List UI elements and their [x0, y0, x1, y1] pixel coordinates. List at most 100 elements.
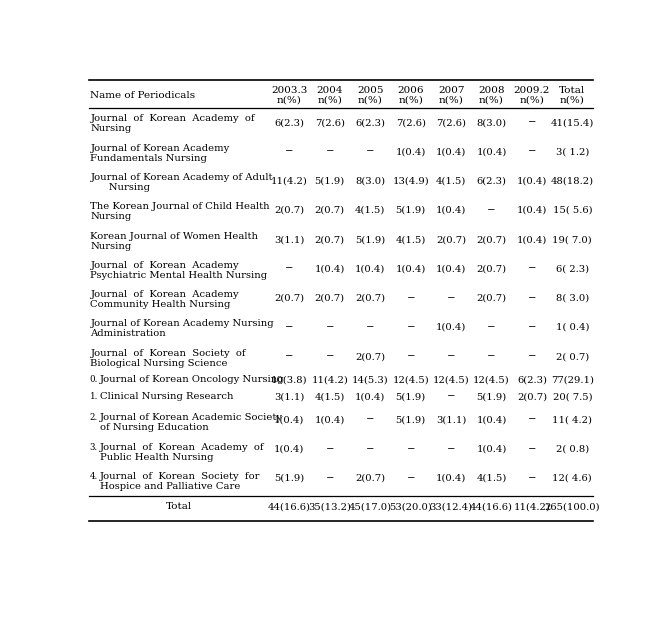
Text: Journal  of  Korean  Academy: Journal of Korean Academy [91, 261, 239, 270]
Text: 20( 7.5): 20( 7.5) [553, 392, 592, 401]
Text: 4.: 4. [90, 472, 98, 481]
Text: −: − [407, 323, 415, 332]
Text: −: − [407, 444, 415, 454]
Text: 4(1.5): 4(1.5) [395, 235, 426, 244]
Text: 35(13.2): 35(13.2) [308, 502, 351, 512]
Text: 2(0.7): 2(0.7) [274, 294, 305, 303]
Text: 2006: 2006 [397, 87, 424, 95]
Text: 11( 4.2): 11( 4.2) [553, 415, 592, 425]
Text: −: − [326, 352, 334, 362]
Text: n(%): n(%) [479, 96, 504, 104]
Text: 2.: 2. [90, 413, 98, 423]
Text: 1(0.4): 1(0.4) [355, 392, 385, 401]
Text: 6(2.3): 6(2.3) [274, 118, 304, 127]
Text: 2( 0.7): 2( 0.7) [556, 352, 589, 362]
Text: n(%): n(%) [317, 96, 342, 104]
Text: −: − [407, 352, 415, 362]
Text: −: − [366, 444, 374, 454]
Text: 7(2.6): 7(2.6) [436, 118, 466, 127]
Text: Journal  of  Korean  Society  of: Journal of Korean Society of [91, 349, 246, 358]
Text: 5(1.9): 5(1.9) [477, 392, 506, 401]
Text: 1(0.4): 1(0.4) [517, 177, 547, 185]
Text: Nursing: Nursing [91, 212, 132, 221]
Text: 3(1.1): 3(1.1) [436, 415, 466, 425]
Text: 5(1.9): 5(1.9) [274, 474, 305, 483]
Text: 1(0.4): 1(0.4) [436, 148, 466, 156]
Text: Name of Periodicals: Name of Periodicals [91, 91, 196, 100]
Text: 12(4.5): 12(4.5) [433, 375, 469, 384]
Text: 5(1.9): 5(1.9) [395, 392, 426, 401]
Text: −: − [527, 148, 536, 156]
Text: Journal of Korean Academy Nursing: Journal of Korean Academy Nursing [91, 320, 274, 328]
Text: −: − [285, 352, 293, 362]
Text: 1(0.4): 1(0.4) [436, 206, 466, 215]
Text: −: − [527, 294, 536, 303]
Text: 11(4.2): 11(4.2) [271, 177, 308, 185]
Text: −: − [527, 474, 536, 483]
Text: −: − [326, 444, 334, 454]
Text: Hospice and Palliative Care: Hospice and Palliative Care [100, 482, 240, 491]
Text: −: − [285, 148, 293, 156]
Text: 2(0.7): 2(0.7) [315, 235, 345, 244]
Text: 12(4.5): 12(4.5) [473, 375, 510, 384]
Text: Nursing: Nursing [91, 242, 132, 250]
Text: Journal  of  Korean  Academy  of: Journal of Korean Academy of [91, 114, 255, 124]
Text: n(%): n(%) [358, 96, 383, 104]
Text: 77(29.1): 77(29.1) [551, 375, 594, 384]
Text: 6(2.3): 6(2.3) [477, 177, 506, 185]
Text: 2008: 2008 [479, 87, 505, 95]
Text: 6(2.3): 6(2.3) [355, 118, 385, 127]
Text: 10(3.8): 10(3.8) [271, 375, 307, 384]
Text: −: − [407, 294, 415, 303]
Text: 7(2.6): 7(2.6) [315, 118, 345, 127]
Text: Biological Nursing Science: Biological Nursing Science [91, 358, 228, 368]
Text: 3( 1.2): 3( 1.2) [556, 148, 589, 156]
Text: 13(4.9): 13(4.9) [392, 177, 429, 185]
Text: n(%): n(%) [277, 96, 302, 104]
Text: 1(0.4): 1(0.4) [517, 206, 547, 215]
Text: −: − [447, 294, 455, 303]
Text: 2004: 2004 [317, 87, 343, 95]
Text: Journal of Korean Academic Society: Journal of Korean Academic Society [100, 413, 283, 423]
Text: 7(2.6): 7(2.6) [396, 118, 426, 127]
Text: n(%): n(%) [439, 96, 463, 104]
Text: 53(20.0): 53(20.0) [389, 502, 432, 512]
Text: 5(1.9): 5(1.9) [355, 235, 385, 244]
Text: Administration: Administration [91, 329, 166, 338]
Text: 4(1.5): 4(1.5) [355, 206, 385, 215]
Text: Total: Total [166, 502, 192, 512]
Text: The Korean Journal of Child Health: The Korean Journal of Child Health [91, 202, 270, 211]
Text: 4(1.5): 4(1.5) [477, 474, 507, 483]
Text: Clinical Nursing Research: Clinical Nursing Research [100, 392, 233, 401]
Text: −: − [447, 352, 455, 362]
Text: 2(0.7): 2(0.7) [477, 265, 506, 274]
Text: 1(0.4): 1(0.4) [477, 148, 507, 156]
Text: 41(15.4): 41(15.4) [551, 118, 594, 127]
Text: 33(12.4): 33(12.4) [430, 502, 473, 512]
Text: −: − [326, 148, 334, 156]
Text: 1(0.4): 1(0.4) [274, 415, 305, 425]
Text: Journal  of  Korean  Academy  of: Journal of Korean Academy of [100, 442, 264, 452]
Text: Journal  of  Korean  Academy: Journal of Korean Academy [91, 290, 239, 299]
Text: 8(3.0): 8(3.0) [477, 118, 506, 127]
Text: −: − [527, 118, 536, 127]
Text: 1(0.4): 1(0.4) [274, 444, 305, 454]
Text: 44(16.6): 44(16.6) [268, 502, 311, 512]
Text: 0.: 0. [90, 375, 98, 384]
Text: 15( 5.6): 15( 5.6) [553, 206, 592, 215]
Text: −: − [285, 323, 293, 332]
Text: 2(0.7): 2(0.7) [477, 294, 506, 303]
Text: 2(0.7): 2(0.7) [436, 235, 466, 244]
Text: 2(0.7): 2(0.7) [355, 352, 385, 362]
Text: n(%): n(%) [398, 96, 423, 104]
Text: 2(0.7): 2(0.7) [274, 206, 305, 215]
Text: 2009.2: 2009.2 [514, 87, 550, 95]
Text: of Nursing Education: of Nursing Education [100, 423, 208, 433]
Text: 6( 2.3): 6( 2.3) [556, 265, 589, 274]
Text: −: − [527, 265, 536, 274]
Text: Nursing: Nursing [91, 124, 132, 133]
Text: 11(4.2): 11(4.2) [514, 502, 551, 512]
Text: 1( 0.4): 1( 0.4) [556, 323, 589, 332]
Text: 44(16.6): 44(16.6) [470, 502, 513, 512]
Text: 3(1.1): 3(1.1) [274, 392, 305, 401]
